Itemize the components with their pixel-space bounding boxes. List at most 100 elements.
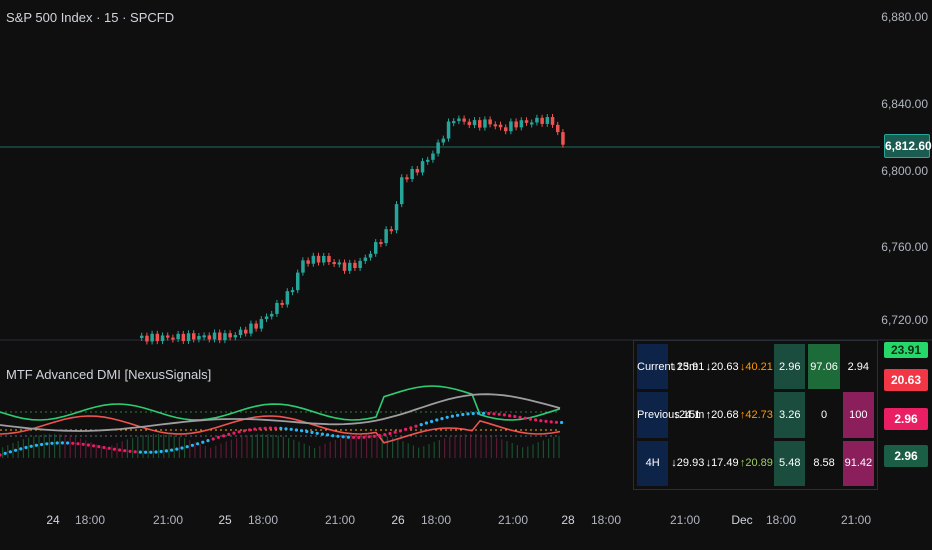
time-axis-label: Dec (731, 513, 753, 527)
histogram-bar (256, 434, 258, 458)
histogram-bar (194, 441, 196, 458)
candle-body (212, 332, 217, 340)
histogram-bar (371, 434, 373, 458)
time-axis-label: 25 (218, 513, 232, 527)
candle-body (160, 335, 165, 342)
signal-dot (528, 417, 533, 421)
time-axis-label: 21:00 (669, 513, 701, 527)
candle-body (202, 335, 206, 338)
histogram-bar (80, 438, 82, 458)
signal-dot (50, 441, 54, 445)
signal-dot (60, 441, 64, 445)
candle-body (550, 117, 555, 125)
histogram-bar (152, 434, 154, 458)
indicator-value-tag-minus-di: 20.63 (884, 369, 928, 391)
candle-body (254, 323, 258, 329)
histogram-bar (163, 434, 165, 458)
signal-dot (128, 449, 132, 453)
signal-dot (97, 445, 101, 449)
histogram-bar (516, 445, 518, 458)
time-axis-label: 21:00 (324, 513, 356, 527)
histogram-bar (324, 443, 326, 458)
signal-dot (201, 440, 205, 444)
histogram-bar (116, 443, 118, 458)
candle-body (140, 335, 144, 338)
histogram-bar (386, 436, 388, 458)
histogram-bar (444, 438, 446, 458)
histogram-bar (74, 437, 76, 458)
histogram-bar (168, 434, 170, 458)
histogram-bar (38, 435, 40, 458)
minus-di-cell: ↑20.68 (705, 408, 739, 421)
histogram-bar (43, 434, 45, 458)
histogram-bar (334, 439, 336, 458)
histogram-bar (173, 435, 175, 458)
value-cell-2: 0 (820, 408, 828, 421)
candle-body (186, 333, 191, 342)
signal-dot (523, 416, 527, 420)
histogram-bar (137, 436, 139, 458)
histogram-bar (251, 434, 253, 458)
signal-dot (487, 411, 491, 416)
candle-body (332, 262, 336, 265)
chart-title: S&P 500 Index · 15 · SPCFD (6, 10, 175, 25)
time-axis-label: 18:00 (590, 513, 622, 527)
candle-body (264, 316, 269, 320)
signal-dot (440, 417, 444, 421)
time-axis-label: 18:00 (765, 513, 797, 527)
candle-body (181, 333, 186, 342)
minus-di-cell: ↓17.49 (705, 457, 739, 470)
time-axis-label: 24 (46, 513, 60, 527)
histogram-bar (7, 444, 9, 458)
time-axis-label: 18:00 (420, 513, 452, 527)
candle-body (176, 333, 180, 340)
candle-body (259, 319, 264, 329)
value-cell-2: 8.58 (813, 457, 835, 470)
histogram-bar (480, 434, 482, 458)
candle-body (405, 177, 409, 180)
candle-body (452, 121, 456, 124)
candle-body (389, 229, 394, 232)
signal-dot (253, 427, 257, 431)
histogram-bar (360, 434, 362, 458)
histogram-bar (459, 434, 461, 458)
table-row: 4H ↓29.93 ↓17.49 ↑20.89 5.48 8.58 91.42 (637, 440, 874, 486)
histogram-bar (511, 443, 513, 458)
histogram-bar (392, 437, 394, 458)
signal-dot (274, 426, 278, 430)
histogram-bar (126, 439, 128, 458)
signal-dot (476, 411, 480, 415)
candle-body (358, 260, 362, 268)
signal-dot (237, 430, 241, 434)
signal-dot (107, 446, 111, 450)
signal-dot (445, 415, 449, 419)
timeframe-cell: Current 15m (637, 344, 698, 390)
candle-body (280, 302, 284, 305)
signal-dot (258, 427, 262, 431)
signal-dot (123, 449, 127, 453)
histogram-bar (121, 441, 123, 458)
histogram-bar (475, 434, 477, 458)
candle-body (509, 121, 513, 132)
signal-dot (404, 427, 408, 431)
time-axis-label: 18:00 (74, 513, 106, 527)
plus-di-cell: ↓29.93 (671, 457, 705, 470)
signal-dot (326, 433, 330, 437)
value-cell-1: 5.48 (774, 440, 806, 486)
current-price-tag[interactable]: 6,812.60 (884, 134, 932, 158)
signal-dot (492, 412, 496, 416)
signal-dot (549, 420, 553, 424)
signal-dot (71, 441, 75, 445)
candle-body (171, 337, 175, 340)
signal-dot (222, 434, 226, 438)
signal-dot (0, 453, 2, 457)
candle-body (249, 323, 253, 334)
histogram-bar (210, 447, 212, 458)
histogram-bar (542, 440, 544, 458)
price-axis-label: 6,760.00 (881, 240, 928, 254)
candle-body (228, 333, 232, 338)
signal-dot (144, 450, 148, 454)
signal-dot (456, 413, 460, 417)
indicator-histogram (2, 434, 560, 458)
